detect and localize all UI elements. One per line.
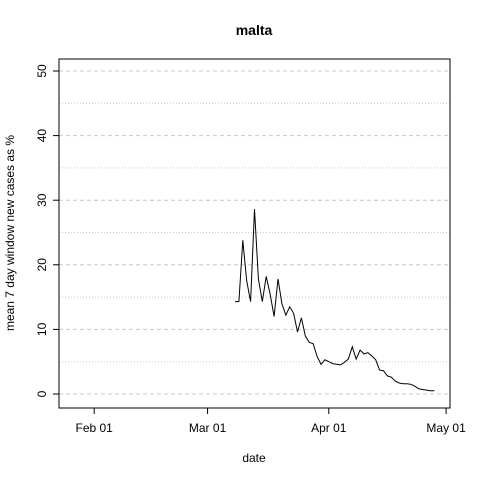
y-tick-label: 40: [35, 129, 49, 143]
y-tick-label: 10: [35, 322, 49, 336]
plot-frame: [58, 58, 451, 409]
x-tick-label: Apr 01: [311, 421, 347, 435]
x-axis-label: date: [242, 451, 266, 465]
x-tick-label: May 01: [426, 421, 466, 435]
y-tick-label: 0: [35, 390, 49, 397]
y-tick-label: 30: [35, 193, 49, 207]
x-tick-label: Mar 01: [189, 421, 227, 435]
series-line: [235, 209, 435, 392]
y-tick-label: 20: [35, 258, 49, 272]
y-axis: 0 10 20 30 40 50: [35, 64, 59, 397]
grid: [59, 70, 450, 395]
chart-title: malta: [236, 22, 273, 38]
x-tick-label: Feb 01: [76, 421, 114, 435]
y-axis-label: mean 7 day window new cases as %: [3, 135, 17, 331]
y-tick-label: 50: [35, 64, 49, 78]
x-axis: Feb 01 Mar 01 Apr 01 May 01: [76, 408, 466, 435]
